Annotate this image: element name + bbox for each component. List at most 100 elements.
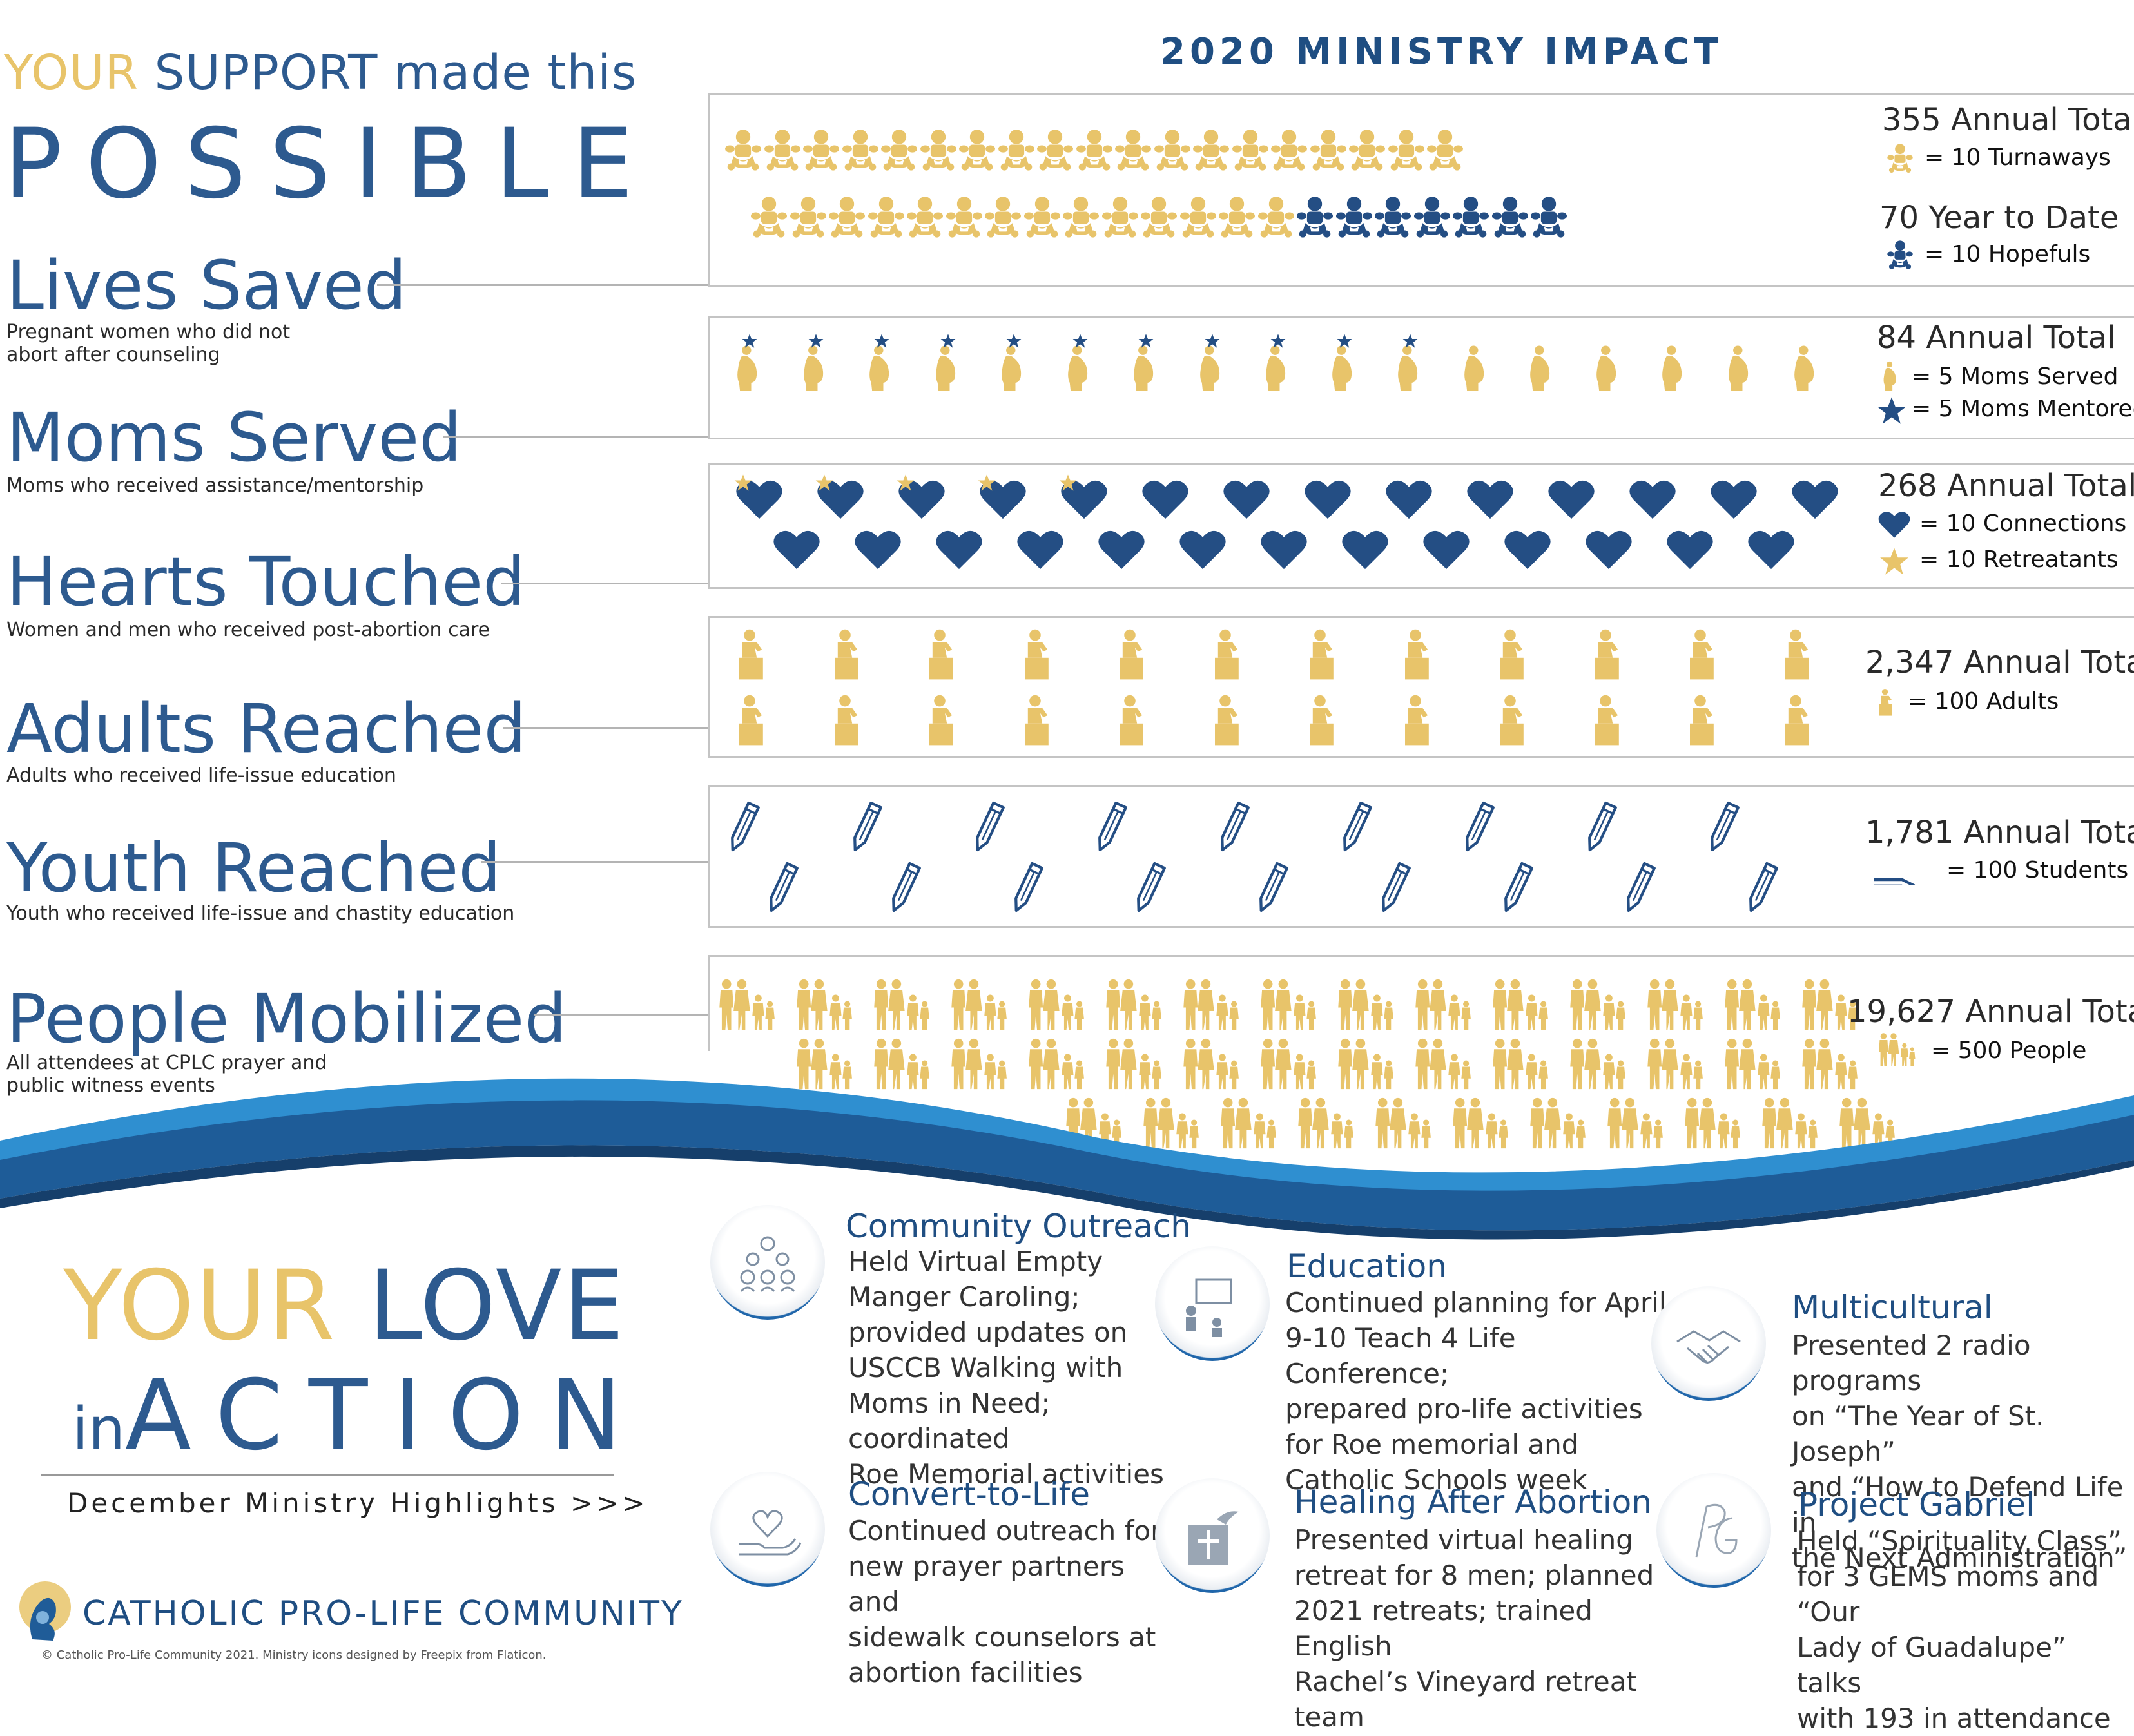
hearts-touched-connector bbox=[501, 583, 709, 584]
teacher-icon bbox=[1404, 695, 1439, 746]
body-line: Continued planning for April bbox=[1285, 1287, 1667, 1318]
education-body: Continued planning for April 9-10 Teach … bbox=[1285, 1285, 1672, 1498]
heart-icon bbox=[1629, 480, 1676, 519]
pregnant-woman-icon bbox=[1596, 345, 1616, 391]
baby-icon bbox=[829, 197, 865, 238]
heart-icon bbox=[1223, 480, 1270, 519]
education-title: Education bbox=[1286, 1248, 1447, 1285]
lives-saved-connector bbox=[377, 284, 709, 286]
body-line: retreat for 8 men; planned bbox=[1294, 1559, 1654, 1591]
baby-icon bbox=[790, 197, 826, 238]
classroom-icon bbox=[1155, 1246, 1270, 1361]
family-icon bbox=[1261, 979, 1316, 1030]
teacher-icon bbox=[929, 695, 964, 746]
baby-icon bbox=[1154, 130, 1190, 171]
family-icon bbox=[1493, 979, 1548, 1030]
baby-icon bbox=[1375, 197, 1411, 238]
heart-icon bbox=[1305, 480, 1351, 519]
teacher-icon bbox=[1690, 629, 1724, 680]
body-line: Roe Memorial activities bbox=[848, 1458, 1164, 1490]
moms-served-connector bbox=[443, 436, 709, 438]
teacher-icon bbox=[1785, 695, 1819, 746]
youth-reached-panel bbox=[708, 785, 2134, 928]
teacher-icon bbox=[1500, 629, 1534, 680]
family-icon bbox=[1029, 979, 1084, 1030]
star-icon bbox=[978, 474, 996, 491]
lives-saved-ytd: 70 Year to Date bbox=[1879, 200, 2119, 236]
teacher-icon bbox=[834, 695, 869, 746]
moms-served-title: Moms Served bbox=[6, 398, 462, 477]
pregnant-woman-icon bbox=[1464, 345, 1484, 391]
adults-reached-legend: = 100 Adults bbox=[1908, 688, 2059, 715]
heart-hand-icon bbox=[710, 1472, 825, 1587]
impact-title: 2020 MINISTRY IMPACT bbox=[1160, 31, 1723, 73]
youth-reached-desc: Youth who received life-issue and chasti… bbox=[6, 902, 515, 925]
star-icon bbox=[815, 474, 833, 491]
pencil-icon bbox=[1128, 856, 1172, 918]
family-icon bbox=[797, 979, 852, 1030]
pencil-icon bbox=[722, 795, 766, 857]
dove-cross-icon bbox=[1155, 1478, 1270, 1593]
convert-to-life-title: Convert-to-Life bbox=[848, 1476, 1091, 1513]
star-icon bbox=[1072, 334, 1087, 348]
lives-saved-total: 355 Annual Total bbox=[1882, 102, 2134, 138]
teacher-icon bbox=[929, 629, 964, 680]
family-icon bbox=[719, 979, 775, 1030]
baby-icon bbox=[959, 130, 995, 171]
pencil-icon bbox=[883, 856, 927, 918]
pregnant-woman-icon bbox=[803, 345, 823, 391]
star-icon bbox=[808, 334, 823, 348]
community-icon bbox=[710, 1205, 825, 1320]
heart-icon bbox=[1586, 530, 1632, 570]
pencil-icon bbox=[1618, 856, 1662, 918]
pregnant-woman-icon bbox=[1530, 345, 1550, 391]
star-icon bbox=[1006, 334, 1022, 348]
heart-icon bbox=[936, 530, 982, 570]
teacher-icon bbox=[1785, 629, 1819, 680]
teacher-icon bbox=[1879, 687, 1899, 718]
star-icon bbox=[734, 474, 752, 491]
body-line: Held Virtual Empty bbox=[848, 1246, 1103, 1277]
heart-icon bbox=[1261, 530, 1307, 570]
baby-icon bbox=[1063, 197, 1099, 238]
body-line: Presented 2 radio programs bbox=[1792, 1329, 2031, 1396]
baby-icon bbox=[842, 130, 878, 171]
body-line: provided updates on bbox=[848, 1316, 1128, 1348]
pregnant-woman-icon bbox=[1332, 345, 1352, 391]
teacher-icon bbox=[739, 695, 773, 746]
body-line: Catholic Schools week bbox=[1285, 1464, 1587, 1496]
body-line: Moms in Need; coordinated bbox=[848, 1387, 1051, 1454]
baby-icon bbox=[998, 130, 1034, 171]
teacher-icon bbox=[834, 629, 869, 680]
people-mobilized-legend: = 500 People bbox=[1931, 1037, 2087, 1064]
hearts-touched-total: 268 Annual Total bbox=[1878, 468, 2134, 504]
headline-support: SUPPORT bbox=[154, 45, 378, 101]
youth-reached-total: 1,781 Annual Total bbox=[1865, 815, 2134, 851]
body-line: the Next Administration” bbox=[1792, 1542, 2128, 1574]
baby-icon bbox=[751, 197, 787, 238]
pencil-icon bbox=[1089, 795, 1134, 857]
body-line: with 193 in attendance bbox=[1797, 1702, 2111, 1734]
love-heading: YOUR LOVE bbox=[63, 1250, 625, 1362]
baby-icon bbox=[725, 130, 761, 171]
moms-served-desc: Moms who received assistance/mentorship bbox=[6, 474, 424, 497]
love-in: in bbox=[72, 1395, 126, 1463]
body-line: abortion facilities bbox=[848, 1657, 1083, 1688]
headline: YOUR SUPPORT made this bbox=[4, 45, 637, 101]
baby-icon bbox=[764, 130, 800, 171]
pencil-icon bbox=[1579, 795, 1624, 857]
family-icon bbox=[1415, 979, 1471, 1030]
baby-icon bbox=[1453, 197, 1489, 238]
heart-icon bbox=[773, 530, 820, 570]
adults-reached-connector bbox=[503, 727, 709, 729]
heart-icon bbox=[1878, 510, 1910, 539]
teacher-icon bbox=[1214, 629, 1249, 680]
heart-icon bbox=[1548, 480, 1595, 519]
baby-icon bbox=[868, 197, 904, 238]
teacher-icon bbox=[1024, 629, 1059, 680]
baby-icon bbox=[1388, 130, 1424, 171]
moms-served-total: 84 Annual Total bbox=[1877, 320, 2116, 356]
teacher-icon bbox=[1214, 695, 1249, 746]
community-outreach-body: Held Virtual Empty Manger Caroling; prov… bbox=[848, 1244, 1209, 1492]
pg-monogram-icon bbox=[1656, 1473, 1771, 1588]
